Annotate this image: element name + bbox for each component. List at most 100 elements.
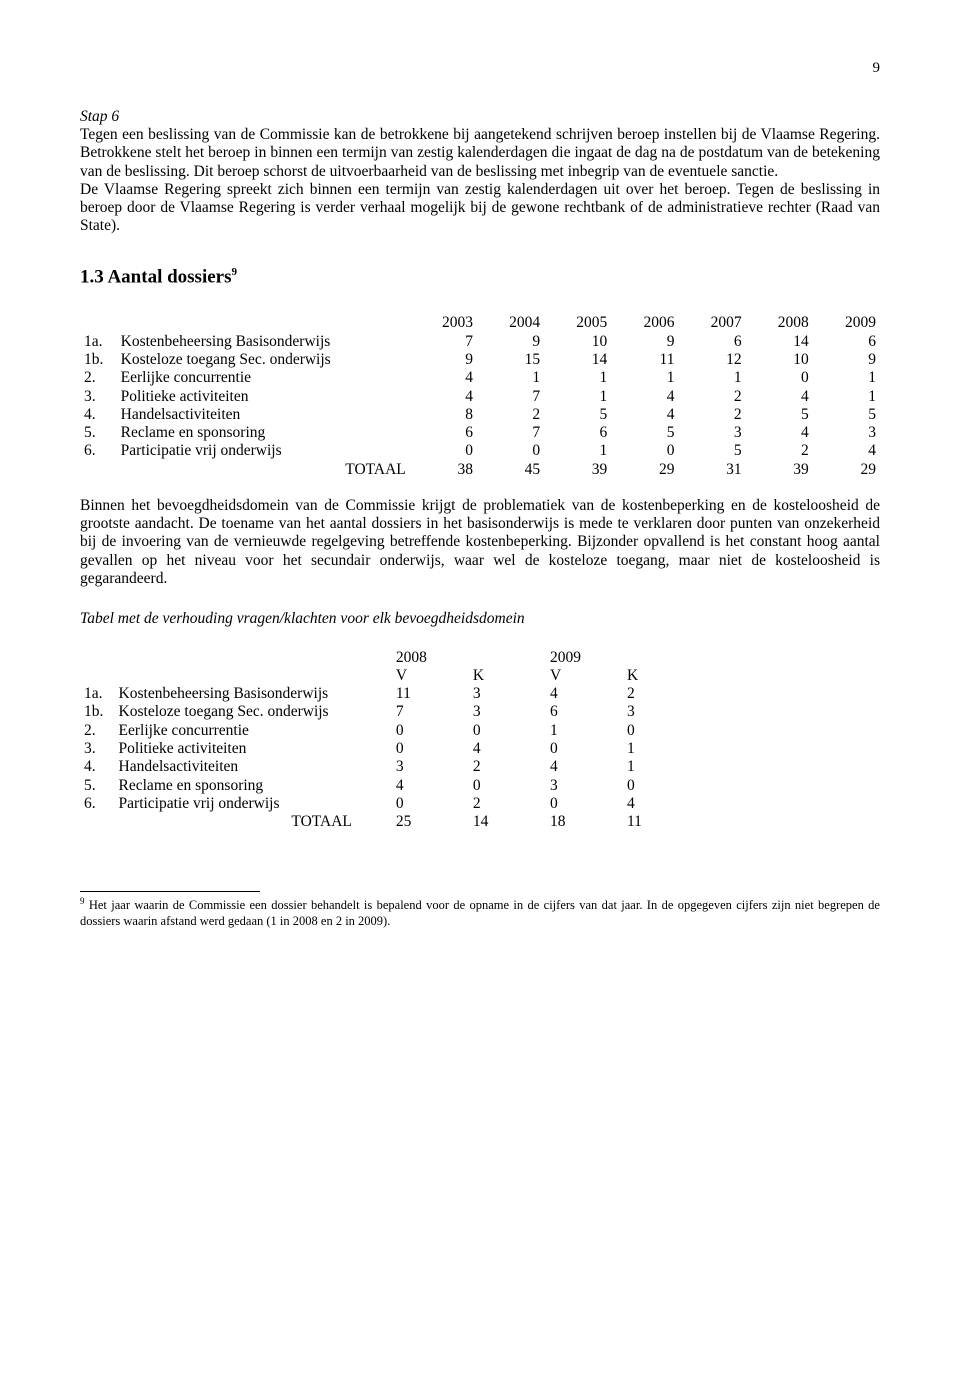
total-cell: 45: [477, 461, 544, 479]
cell: 0: [410, 442, 477, 460]
cell: 6: [813, 333, 880, 351]
row-num: 3.: [80, 388, 117, 406]
step-heading: Stap 6: [80, 108, 880, 126]
cell: 5: [544, 406, 611, 424]
cell: 8: [410, 406, 477, 424]
cell: 1: [623, 758, 700, 776]
row-label: Eerlijke concurrentie: [117, 369, 410, 387]
vk-table: 2008 2009 V K V K 1a.Kostenbeheersing Ba…: [80, 649, 700, 832]
row-num: 1b.: [80, 703, 115, 721]
total-cell: 14: [469, 813, 546, 831]
cell: 1: [544, 369, 611, 387]
table-header-row: 2003 2004 2005 2006 2007 2008 2009: [80, 314, 880, 332]
table-row: 1b.Kosteloze toegang Sec. onderwijs91514…: [80, 351, 880, 369]
cell: 4: [611, 406, 678, 424]
cell: 6: [544, 424, 611, 442]
cell: 4: [746, 424, 813, 442]
year-header: 2008: [746, 314, 813, 332]
page-number: 9: [80, 60, 880, 78]
cell: 0: [477, 442, 544, 460]
row-num: 1a.: [80, 333, 117, 351]
cell: 7: [477, 388, 544, 406]
total-label: TOTAAL: [115, 813, 392, 831]
dossiers-table: 2003 2004 2005 2006 2007 2008 2009 1a.Ko…: [80, 314, 880, 479]
subheader: V: [392, 667, 469, 685]
cell: 1: [678, 369, 745, 387]
total-cell: 31: [678, 461, 745, 479]
cell: 4: [813, 442, 880, 460]
cell: 6: [410, 424, 477, 442]
table-row: 1a.Kostenbeheersing Basisonderwijs791096…: [80, 333, 880, 351]
cell: 3: [678, 424, 745, 442]
year-header: 2009: [813, 314, 880, 332]
cell: 0: [392, 740, 469, 758]
section-heading-text: 1.3 Aantal dossiers: [80, 266, 232, 287]
table-total-row: TOTAAL 38 45 39 29 31 39 29: [80, 461, 880, 479]
year-header: 2005: [544, 314, 611, 332]
cell: 9: [611, 333, 678, 351]
cell: 0: [746, 369, 813, 387]
row-num: 2.: [80, 369, 117, 387]
cell: 1: [477, 369, 544, 387]
cell: 7: [410, 333, 477, 351]
table-row: 3.Politieke activiteiten4714241: [80, 388, 880, 406]
table2-caption: Tabel met de verhouding vragen/klachten …: [80, 610, 880, 628]
cell: 1: [623, 740, 700, 758]
cell: 1: [546, 722, 623, 740]
table-row: 4.Handelsactiviteiten3241: [80, 758, 700, 776]
total-cell: 11: [623, 813, 700, 831]
cell: 6: [546, 703, 623, 721]
table-row: 1b.Kosteloze toegang Sec. onderwijs7363: [80, 703, 700, 721]
row-num: 4.: [80, 406, 117, 424]
row-num: 5.: [80, 777, 115, 795]
cell: 4: [611, 388, 678, 406]
section-footnote-marker: 9: [232, 266, 238, 278]
cell: 5: [611, 424, 678, 442]
cell: 3: [623, 703, 700, 721]
year-header: 2003: [410, 314, 477, 332]
step-body-1: Tegen een beslissing van de Commissie ka…: [80, 126, 880, 180]
table-row: 1a.Kostenbeheersing Basisonderwijs11342: [80, 685, 700, 703]
cell: 4: [410, 388, 477, 406]
total-cell: 18: [546, 813, 623, 831]
row-num: 6.: [80, 442, 117, 460]
cell: 0: [546, 740, 623, 758]
cell: 9: [477, 333, 544, 351]
year-header: 2007: [678, 314, 745, 332]
footnote-text: Het jaar waarin de Commissie een dossier…: [80, 899, 880, 928]
cell: 0: [611, 442, 678, 460]
cell: 0: [623, 777, 700, 795]
step-body: Tegen een beslissing van de Commissie ka…: [80, 126, 880, 236]
row-label: Reclame en sponsoring: [117, 424, 410, 442]
row-num: 6.: [80, 795, 115, 813]
cell: 0: [469, 722, 546, 740]
cell: 0: [546, 795, 623, 813]
cell: 4: [623, 795, 700, 813]
cell: 4: [469, 740, 546, 758]
cell: 3: [813, 424, 880, 442]
cell: 4: [392, 777, 469, 795]
row-label: Politieke activiteiten: [117, 388, 410, 406]
cell: 3: [392, 758, 469, 776]
table-row: 5.Reclame en sponsoring6765343: [80, 424, 880, 442]
cell: 11: [392, 685, 469, 703]
cell: 2: [678, 388, 745, 406]
cell: 0: [392, 722, 469, 740]
cell: 1: [544, 388, 611, 406]
section-heading: 1.3 Aantal dossiers9: [80, 266, 880, 289]
table-row: 4.Handelsactiviteiten8254255: [80, 406, 880, 424]
row-label: Kosteloze toegang Sec. onderwijs: [115, 703, 392, 721]
row-num: 3.: [80, 740, 115, 758]
cell: 0: [623, 722, 700, 740]
cell: 1: [544, 442, 611, 460]
cell: 7: [392, 703, 469, 721]
row-num: 1b.: [80, 351, 117, 369]
footnote: 9 Het jaar waarin de Commissie een dossi…: [80, 896, 880, 928]
cell: 4: [546, 758, 623, 776]
cell: 0: [469, 777, 546, 795]
cell: 5: [678, 442, 745, 460]
table2-total-row: TOTAAL 25 14 18 11: [80, 813, 700, 831]
cell: 15: [477, 351, 544, 369]
row-label: Participatie vrij onderwijs: [117, 442, 410, 460]
row-num: 5.: [80, 424, 117, 442]
